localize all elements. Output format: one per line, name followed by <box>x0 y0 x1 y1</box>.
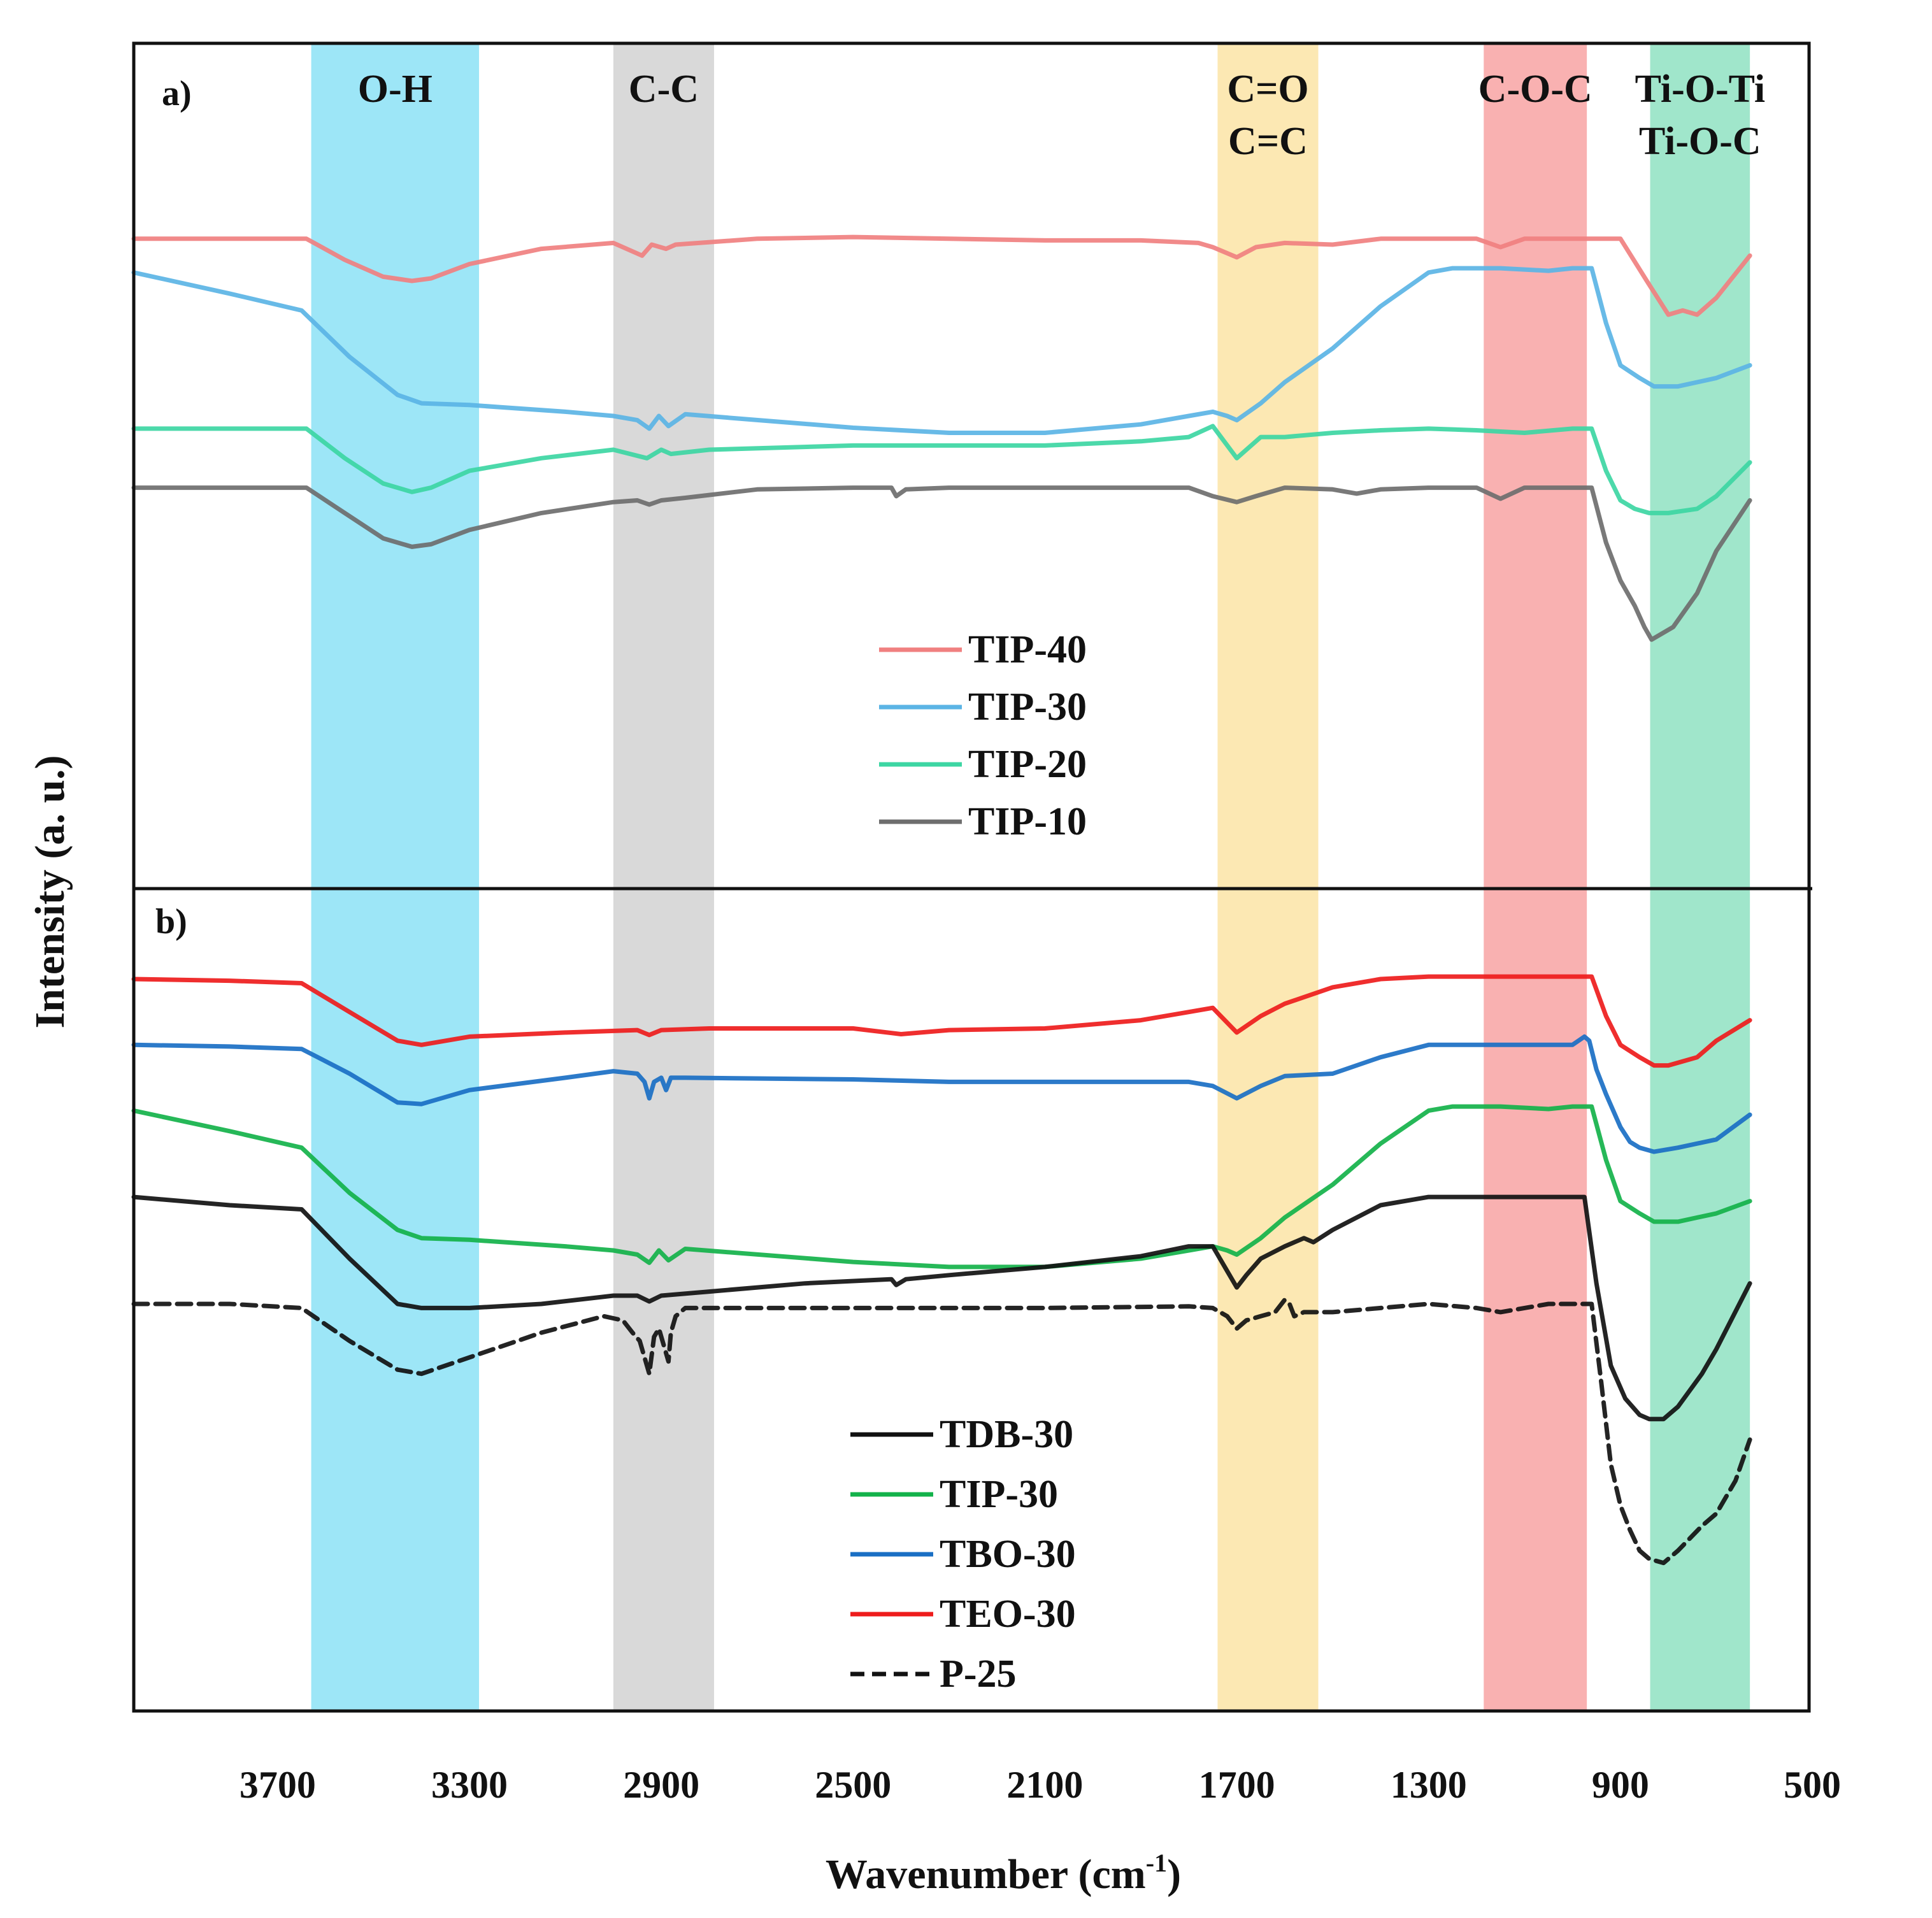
y-axis-title: Intensity (a. u.) <box>27 755 73 1028</box>
band-label-c-c: C-C <box>629 68 699 111</box>
legend-label-a-tip-40: TIP-40 <box>968 628 1087 671</box>
x-axis-ticks: 3700 3300 2900 2500 2100 1700 1300 900 500 <box>240 1764 1841 1806</box>
band-o-h <box>311 45 480 1711</box>
legend-label-b-tbo-30: TBO-30 <box>940 1533 1076 1576</box>
panel-label-a: a) <box>162 74 192 113</box>
plot-frame <box>132 41 1811 1713</box>
spectra-series <box>131 234 1752 1566</box>
series-a-tip-30 <box>131 266 1752 435</box>
x-tick-2100: 2100 <box>1006 1764 1083 1806</box>
series-b-tdb-30 <box>131 1194 1752 1422</box>
band-label-c-o: C=O <box>1227 68 1308 111</box>
band-label-c-o-c: C-O-C <box>1478 68 1592 111</box>
panel-label-b: b) <box>155 902 187 941</box>
series-b-teo-30 <box>131 974 1752 1068</box>
series-b-p-25 <box>131 1298 1752 1566</box>
x-axis-title-main: Wavenumber (cm <box>826 1851 1146 1898</box>
legend-label-a-tip-20: TIP-20 <box>968 743 1087 786</box>
band-c-o <box>1217 45 1319 1711</box>
x-tick-500: 500 <box>1784 1764 1841 1806</box>
legend-label-b-tip-30: TIP-30 <box>940 1473 1058 1516</box>
band-label-o-h: O-H <box>358 68 433 111</box>
x-tick-1300: 1300 <box>1391 1764 1467 1806</box>
series-a-tip-40 <box>131 234 1752 317</box>
legend-label-a-tip-10: TIP-10 <box>968 800 1087 843</box>
x-axis-title: Wavenumber (cm-1) <box>826 1849 1181 1898</box>
band-c-o-c <box>1484 45 1587 1711</box>
band-label-c-c: C=C <box>1228 120 1308 163</box>
x-axis-title-close: ) <box>1167 1851 1181 1898</box>
x-tick-2500: 2500 <box>815 1764 891 1806</box>
x-axis-title-superscript: -1 <box>1146 1849 1167 1877</box>
band-c-c <box>613 45 714 1711</box>
band-ti-o-ti <box>1650 45 1750 1711</box>
legend-label-b-p-25: P-25 <box>940 1652 1017 1696</box>
legend-label-b-teo-30: TEO-30 <box>940 1592 1076 1636</box>
series-b-tbo-30 <box>131 1034 1752 1154</box>
series-a-tip-10 <box>131 485 1752 642</box>
band-label-ti-o-c: Ti-O-C <box>1639 120 1761 163</box>
x-tick-2900: 2900 <box>623 1764 699 1806</box>
x-tick-1700: 1700 <box>1199 1764 1275 1806</box>
band-highlights <box>311 45 1750 1711</box>
legend-label-a-tip-30: TIP-30 <box>968 685 1087 729</box>
x-tick-900: 900 <box>1592 1764 1649 1806</box>
band-label-ti-o-ti: Ti-O-Ti <box>1635 68 1765 111</box>
legend-label-b-tdb-30: TDB-30 <box>940 1413 1073 1456</box>
band-labels: O-H C-C C=O C=C C-O-C Ti-O-Ti Ti-O-C <box>358 68 1765 163</box>
x-tick-3700: 3700 <box>240 1764 316 1806</box>
x-tick-3300: 3300 <box>431 1764 508 1806</box>
legends: TIP-40 TIP-30 TIP-20 TIP-10 TDB-30 TIP-30 TBO-… <box>850 628 1087 1696</box>
series-a-tip-20 <box>131 424 1752 515</box>
